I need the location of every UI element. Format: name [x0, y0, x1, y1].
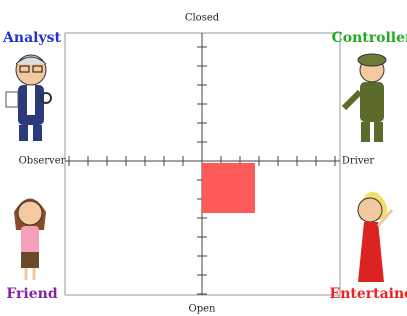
axis-label: Driver: [342, 156, 375, 167]
quadrant-label: Analyst: [2, 30, 61, 46]
axis-label: Closed: [185, 13, 220, 24]
entertainer-figure: [358, 192, 392, 282]
quadrant-label: Friend: [6, 286, 57, 302]
quadrant-label: Entertainer: [330, 286, 407, 302]
controller-figure: [344, 54, 386, 142]
analyst-figure: [6, 55, 51, 141]
friend-figure: [14, 199, 46, 281]
quadrant-diagram: Closed Open Observer Driver Analyst Cont…: [0, 0, 407, 316]
quadrant-label: Controller: [332, 30, 407, 46]
position-marker: [202, 163, 255, 213]
axis-label: Observer: [19, 156, 66, 167]
axis-label: Open: [189, 304, 217, 315]
